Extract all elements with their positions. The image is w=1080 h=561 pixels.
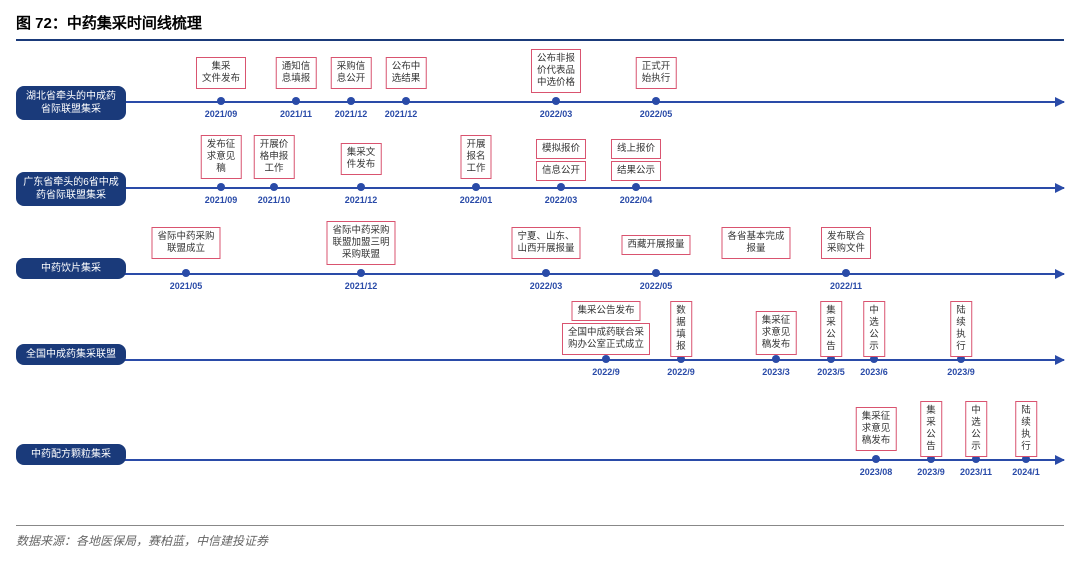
tick-label: 2021/12 bbox=[385, 109, 418, 119]
event-box: 中选公示 bbox=[965, 401, 987, 457]
event-box: 通知信息填报 bbox=[276, 57, 317, 89]
event-box: 集采公告发布 bbox=[571, 301, 640, 321]
tick-label: 2022/03 bbox=[545, 195, 578, 205]
row-label: 全国中成药集采联盟 bbox=[16, 344, 126, 365]
event-box: 开展报名工作 bbox=[460, 135, 491, 179]
tick-label: 2023/6 bbox=[860, 367, 888, 377]
event-box: 省际中药采购联盟成立 bbox=[151, 227, 220, 259]
tick-dot bbox=[402, 97, 410, 105]
event-box: 集采文件发布 bbox=[196, 57, 246, 89]
event-box: 集采文件发布 bbox=[341, 143, 382, 175]
tick-dot bbox=[772, 355, 780, 363]
tick-label: 2021/05 bbox=[170, 281, 203, 291]
tick-label: 2021/10 bbox=[258, 195, 291, 205]
tick-dot bbox=[357, 269, 365, 277]
row-label: 中药配方颗粒集采 bbox=[16, 444, 126, 465]
tick-dot bbox=[552, 97, 560, 105]
timeline-axis bbox=[116, 359, 1064, 361]
tick-dot bbox=[602, 355, 610, 363]
tick-dot bbox=[270, 183, 278, 191]
title-underline bbox=[16, 39, 1064, 41]
tick-label: 2022/9 bbox=[667, 367, 695, 377]
event-box: 省际中药采购联盟加盟三明采购联盟 bbox=[326, 221, 395, 265]
timeline-row: 全国中成药集采联盟集采公告发布2022/9全国中成药联合采购办公室正式成立202… bbox=[16, 309, 1064, 409]
tick-label: 2022/11 bbox=[830, 281, 862, 291]
event-box: 宁夏、山东、山西开展报量 bbox=[511, 227, 580, 259]
event-box: 开展价格申报工作 bbox=[254, 135, 295, 179]
tick-dot bbox=[652, 269, 660, 277]
event-box: 公布非报价代表品中选价格 bbox=[531, 49, 581, 93]
event-box: 采购信息公开 bbox=[331, 57, 372, 89]
event-box: 线上报价 bbox=[611, 139, 661, 159]
timeline-area: 湖北省牵头的中成药省际联盟集采 2021/09 集采文件发布 2021/11 通知信息填… bbox=[16, 51, 1064, 521]
tick-dot bbox=[217, 97, 225, 105]
timeline-row: 中药饮片集采 2021/05 省际中药采购联盟成立 2021/12 省际中药采购联盟加盟… bbox=[16, 223, 1064, 309]
timeline-axis bbox=[116, 101, 1064, 103]
tick-label: 2021/11 bbox=[280, 109, 312, 119]
tick-label: 2023/9 bbox=[917, 467, 945, 477]
tick-label: 2022/01 bbox=[460, 195, 493, 205]
event-box: 数据填报 bbox=[670, 301, 692, 357]
tick-dot bbox=[842, 269, 850, 277]
figure-title: 图 72：中药集采时间线梳理 bbox=[16, 8, 1064, 39]
event-box: 集采征求意见稿发布 bbox=[756, 311, 797, 355]
timeline-axis bbox=[116, 187, 1064, 189]
tick-label: 2022/05 bbox=[640, 281, 673, 291]
event-box: 集采公告 bbox=[920, 401, 942, 457]
event-box: 发布征求意见稿 bbox=[201, 135, 242, 179]
tick-label: 2023/11 bbox=[960, 467, 992, 477]
event-box: 模拟报价 bbox=[536, 139, 586, 159]
event-box: 全国中成药联合采购办公室正式成立 bbox=[562, 323, 650, 355]
row-label: 广东省牵头的6省中成药省际联盟集采 bbox=[16, 172, 126, 206]
tick-label: 2021/12 bbox=[345, 281, 378, 291]
tick-label: 2022/05 bbox=[640, 109, 673, 119]
tick-label: 2022/9 bbox=[592, 367, 620, 377]
tick-dot bbox=[357, 183, 365, 191]
tick-label: 2021/12 bbox=[335, 109, 368, 119]
event-box: 中选公示 bbox=[863, 301, 885, 357]
event-box: 信息公开 bbox=[536, 161, 586, 181]
row-label: 湖北省牵头的中成药省际联盟集采 bbox=[16, 86, 126, 120]
event-box: 陆续执行 bbox=[1015, 401, 1037, 457]
tick-label: 2021/12 bbox=[345, 195, 378, 205]
tick-label: 2024/1 bbox=[1012, 467, 1040, 477]
tick-label: 2021/09 bbox=[205, 195, 238, 205]
event-box: 发布联合采购文件 bbox=[821, 227, 871, 259]
event-box: 公布中选结果 bbox=[386, 57, 427, 89]
event-box: 正式开始执行 bbox=[636, 57, 677, 89]
timeline-row: 广东省牵头的6省中成药省际联盟集采 2021/09 发布征求意见稿 2021/10 开展… bbox=[16, 137, 1064, 223]
tick-dot bbox=[182, 269, 190, 277]
timeline-row: 湖北省牵头的中成药省际联盟集采 2021/09 集采文件发布 2021/11 通知信息填… bbox=[16, 51, 1064, 137]
event-box: 集采公告 bbox=[820, 301, 842, 357]
tick-dot bbox=[542, 269, 550, 277]
source-text: 数据来源：各地医保局，赛柏蓝，中信建投证券 bbox=[16, 526, 1064, 549]
tick-label: 2022/03 bbox=[530, 281, 563, 291]
event-box: 西藏开展报量 bbox=[621, 235, 690, 255]
event-box: 陆续执行 bbox=[950, 301, 972, 357]
tick-label: 2023/3 bbox=[762, 367, 790, 377]
timeline-axis bbox=[116, 273, 1064, 275]
tick-dot bbox=[292, 97, 300, 105]
tick-dot bbox=[217, 183, 225, 191]
row-label: 中药饮片集采 bbox=[16, 258, 126, 279]
timeline-axis bbox=[116, 459, 1064, 461]
tick-label: 2023/9 bbox=[947, 367, 975, 377]
tick-label: 2022/04 bbox=[620, 195, 653, 205]
timeline-row: 中药配方颗粒集采2023/08集采征求意见稿发布2023/9集采公告2023/1… bbox=[16, 409, 1064, 495]
tick-dot bbox=[872, 455, 880, 463]
tick-label: 2021/09 bbox=[205, 109, 238, 119]
tick-label: 2022/03 bbox=[540, 109, 573, 119]
event-box: 各省基本完成报量 bbox=[721, 227, 790, 259]
tick-label: 2023/5 bbox=[817, 367, 845, 377]
tick-dot bbox=[347, 97, 355, 105]
tick-dot bbox=[652, 97, 660, 105]
tick-label: 2023/08 bbox=[860, 467, 893, 477]
event-box: 结果公示 bbox=[611, 161, 661, 181]
tick-dot bbox=[472, 183, 480, 191]
tick-dot bbox=[632, 183, 640, 191]
event-box: 集采征求意见稿发布 bbox=[856, 407, 897, 451]
tick-dot bbox=[557, 183, 565, 191]
